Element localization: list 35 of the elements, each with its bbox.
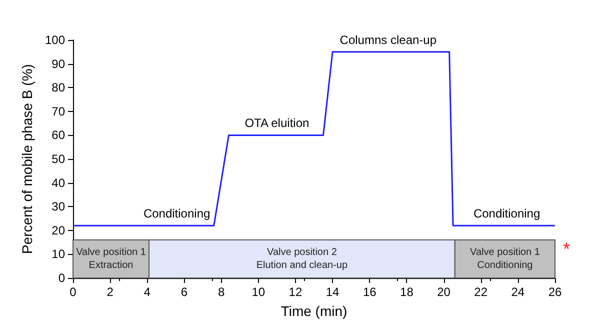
y-tick-label: 70 (52, 104, 66, 118)
y-tick-label: 30 (52, 200, 66, 214)
y-tick-label: 10 (52, 247, 66, 262)
band-label: Valve position 1 Conditioning (470, 246, 540, 271)
x-tick-label: 0 (70, 285, 77, 299)
annotation: Conditioning (143, 206, 210, 221)
x-tick-label: 4 (144, 285, 151, 299)
band-label: Valve position 2 Elution and clean-up (256, 246, 348, 271)
y-axis-title: Percent of mobile phase B (%) (19, 64, 36, 254)
x-tick-label: 10 (252, 285, 266, 299)
annotation: Columns clean-up (340, 32, 437, 47)
annotation: OTA eluition (244, 116, 310, 130)
annotation: Conditioning (473, 206, 540, 221)
x-tick-label: 16 (362, 285, 377, 299)
x-tick-label: 2 (106, 285, 114, 299)
x-tick-label: 20 (437, 285, 451, 299)
x-axis-title: Time (min) (280, 303, 348, 319)
x-tick-label: 24 (511, 285, 525, 299)
y-tick-label: 50 (52, 152, 66, 166)
y-tick-label: 60 (52, 128, 66, 142)
y-tick-label: 90 (52, 56, 66, 71)
band-label: Valve position 1 Extraction (76, 246, 146, 271)
y-tick-label: 100 (44, 33, 66, 47)
x-tick-label: 8 (218, 285, 225, 299)
x-tick-label: 18 (400, 285, 414, 299)
x-tick-label: 26 (548, 285, 562, 299)
text: * (563, 238, 570, 259)
x-tick-label: 12 (288, 285, 302, 299)
y-tick-label: 80 (52, 80, 66, 95)
x-tick-label: 14 (326, 285, 340, 299)
y-tick-label: 0 (58, 271, 66, 285)
y-tick-label: 40 (52, 176, 66, 190)
y-tick-label: 20 (52, 223, 66, 238)
x-tick-label: 6 (180, 285, 188, 299)
x-tick-label: 22 (474, 285, 488, 299)
